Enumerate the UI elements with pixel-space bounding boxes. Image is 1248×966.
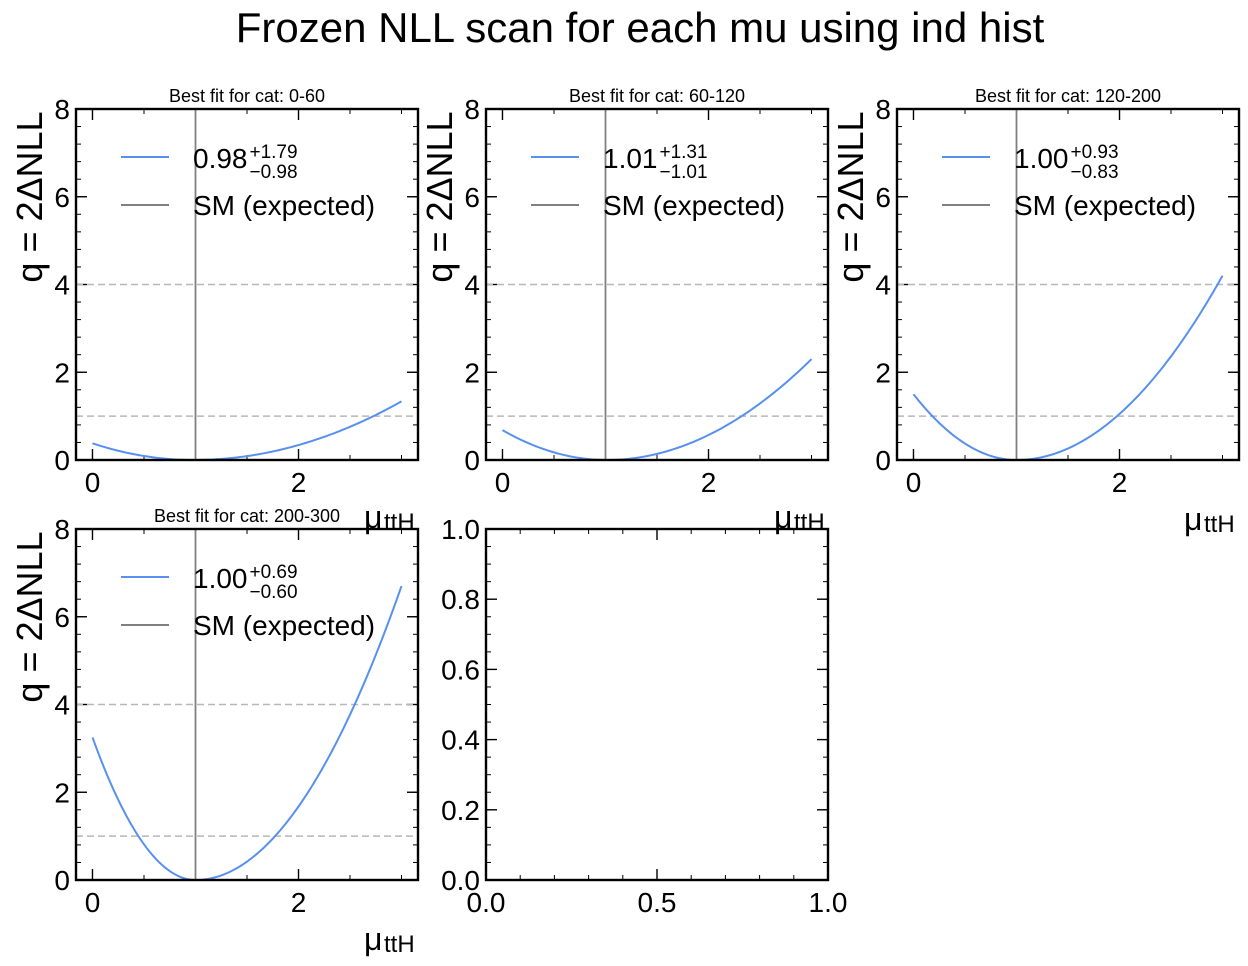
y-axis-label: q = 2ΔNLL — [9, 531, 50, 702]
subplot-title: Best fit for cat: 0-60 — [169, 86, 325, 106]
legend-best-fit-value: 0.98 — [193, 143, 248, 174]
x-tick-label: 0.5 — [638, 887, 677, 918]
x-tick-label: 0 — [85, 467, 101, 498]
nll-scan-curve — [92, 400, 403, 462]
y-tick-label: 8 — [464, 94, 480, 125]
legend-best-fit-value: 1.00 — [1014, 143, 1069, 174]
x-axis-label: μ — [774, 499, 792, 535]
axes-frame — [895, 107, 1241, 462]
legend: 1.00 +0.69−0.60 SM (expected) — [121, 562, 375, 641]
x-tick-label: 2 — [1112, 467, 1128, 498]
y-tick-label: 2 — [875, 357, 891, 388]
x-tick-label: 2 — [701, 467, 717, 498]
nll-scan-curve — [501, 358, 813, 462]
y-tick-label: 0 — [464, 445, 480, 476]
y-tick-label: 1.0 — [441, 514, 480, 545]
subplot-4: 0 2 0 2 4 6 8 Best fit for cat: 200-300 1.00 +0.6… — [9, 506, 420, 958]
x-axis-label: μ — [1184, 501, 1202, 537]
legend-best-fit-down: −0.98 — [249, 162, 297, 183]
legend-best-fit-down: −1.01 — [659, 162, 707, 183]
legend-best-fit-up: +0.93 — [1070, 142, 1118, 163]
subplot-1: 0 2 0 2 4 6 8 Best fit for cat: 0-60 0.98 +1.79−0… — [9, 86, 420, 536]
nll-scan-curve — [91, 585, 403, 882]
subplot-title: Best fit for cat: 60-120 — [569, 86, 745, 106]
legend-sm-label: SM (expected) — [193, 190, 375, 221]
y-axis-label: q = 2ΔNLL — [830, 111, 871, 282]
y-tick-label: 2 — [54, 777, 70, 808]
y-tick-label: 0.2 — [441, 795, 480, 826]
y-axis-label: q = 2ΔNLL — [419, 111, 460, 282]
legend-sm-label: SM (expected) — [1014, 190, 1196, 221]
legend: 1.01 +1.31−1.01 SM (expected) — [531, 142, 785, 221]
x-axis-label: μ — [364, 499, 382, 535]
x-tick-label: 0 — [85, 887, 101, 918]
y-tick-label: 6 — [54, 602, 70, 633]
legend-best-fit-up: +0.69 — [249, 562, 297, 583]
y-tick-label: 6 — [54, 182, 70, 213]
subplot-2: 0 2 0 2 4 6 8 Best fit for cat: 60-120 1.01 +1.31… — [419, 86, 830, 536]
x-axis-label-subscript: ttH — [384, 931, 415, 958]
x-axis-label-subscript: ttH — [1204, 511, 1235, 538]
legend-best-fit-up: +1.79 — [249, 142, 297, 163]
legend-best-fit-value: 1.00 — [193, 563, 248, 594]
legend-best-fit-value: 1.01 — [603, 143, 658, 174]
axes-frame — [484, 527, 830, 882]
x-axis-label: μ — [364, 921, 382, 957]
subplot-title: Best fit for cat: 120-200 — [975, 86, 1161, 106]
y-tick-label: 0 — [54, 445, 70, 476]
legend-best-fit-up: +1.31 — [659, 142, 707, 163]
y-tick-label: 4 — [464, 270, 480, 301]
subplot-5: 0.0 0.5 1.0 0.0 0.2 0.4 0.6 0.8 1.0 — [441, 514, 847, 918]
figure-title: Frozen NLL scan for each mu using ind hi… — [236, 4, 1045, 51]
y-axis-label: q = 2ΔNLL — [9, 111, 50, 282]
x-tick-label: 0.0 — [467, 887, 506, 918]
y-tick-label: 0.6 — [441, 654, 480, 685]
y-tick-label: 2 — [54, 357, 70, 388]
x-tick-label: 0 — [906, 467, 922, 498]
y-tick-label: 8 — [54, 514, 70, 545]
x-axis-label-subscript: ttH — [794, 509, 825, 536]
axes-frame — [484, 107, 830, 462]
legend-best-fit-down: −0.83 — [1070, 162, 1118, 183]
y-tick-label: 2 — [464, 357, 480, 388]
subplot-3: 0 2 0 2 4 6 8 Best fit for cat: 120-200 1.00 +0.9… — [830, 86, 1241, 538]
subplot-title: Best fit for cat: 200-300 — [154, 506, 340, 526]
legend-sm-label: SM (expected) — [603, 190, 785, 221]
y-tick-label: 6 — [464, 182, 480, 213]
nll-scan-curve — [912, 275, 1224, 462]
legend: 1.00 +0.93−0.83 SM (expected) — [942, 142, 1196, 221]
x-tick-label: 1.0 — [809, 887, 848, 918]
y-tick-label: 4 — [875, 270, 891, 301]
x-tick-label: 2 — [291, 467, 307, 498]
x-tick-label: 0 — [495, 467, 511, 498]
y-tick-label: 0.0 — [441, 865, 480, 896]
axes-frame — [74, 527, 420, 882]
y-tick-label: 0.4 — [441, 725, 480, 756]
y-tick-label: 4 — [54, 690, 70, 721]
y-tick-label: 8 — [875, 94, 891, 125]
y-tick-label: 8 — [54, 94, 70, 125]
legend: 0.98 +1.79−0.98 SM (expected) — [121, 142, 375, 221]
y-tick-label: 0 — [54, 865, 70, 896]
x-tick-label: 2 — [291, 887, 307, 918]
legend-sm-label: SM (expected) — [193, 610, 375, 641]
y-tick-label: 0 — [875, 445, 891, 476]
legend-best-fit-down: −0.60 — [249, 582, 297, 603]
y-tick-label: 0.8 — [441, 584, 480, 615]
x-axis-label-subscript: ttH — [384, 509, 415, 536]
y-tick-label: 4 — [54, 270, 70, 301]
y-tick-label: 6 — [875, 182, 891, 213]
axes-frame — [74, 107, 420, 462]
